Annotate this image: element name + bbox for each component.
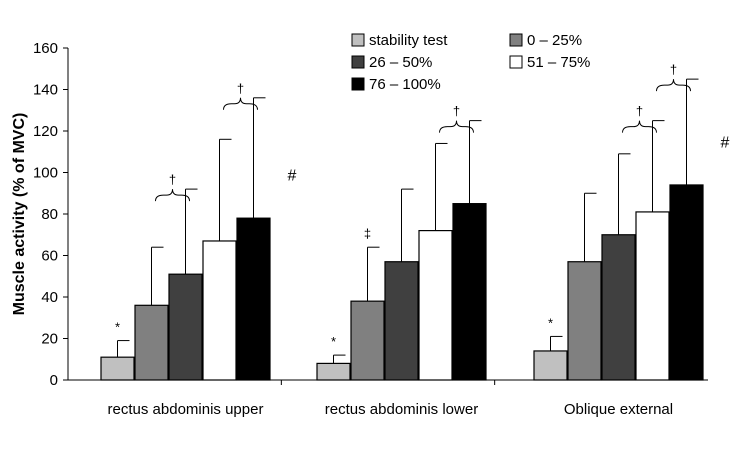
significance-marker: # — [288, 168, 297, 185]
bar — [202, 240, 237, 381]
y-tick-label: 100 — [33, 165, 58, 182]
y-axis-label: Muscle activity (% of MVC) — [11, 113, 28, 316]
bar — [134, 304, 169, 381]
bar — [350, 300, 385, 381]
significance-bracket — [155, 189, 190, 202]
bar — [635, 211, 670, 381]
significance-marker: † — [237, 81, 244, 96]
y-tick-label: 60 — [41, 248, 58, 265]
significance-marker: * — [115, 320, 120, 335]
significance-bracket — [439, 120, 474, 133]
significance-marker: # — [721, 134, 730, 151]
bar — [601, 234, 636, 381]
axes: 0 20 40 60 80 100 120 140 160 rectus abdominis up… — [33, 40, 708, 418]
significance-marker: † — [169, 172, 176, 187]
legend-label: 26 – 50% — [369, 54, 432, 71]
y-tick-label: 20 — [41, 331, 58, 348]
legend-label: stability test — [369, 32, 448, 49]
significance-marker: ‡ — [364, 226, 371, 241]
significance-marker: * — [331, 334, 336, 349]
bar — [100, 356, 135, 381]
bar — [236, 217, 271, 381]
bars: * # * ‡ * # † † † † † — [100, 62, 730, 381]
legend-swatch — [351, 55, 365, 69]
bar — [533, 350, 568, 381]
bar — [168, 273, 203, 381]
bar — [669, 184, 704, 381]
significance-marker: * — [548, 315, 553, 330]
significance-bracket — [622, 120, 657, 133]
significance-marker: † — [453, 104, 460, 119]
category-label: rectus abdominis upper — [108, 401, 264, 418]
legend-swatch — [509, 33, 523, 47]
bar — [567, 261, 602, 381]
y-tick-label: 160 — [33, 40, 58, 57]
significance-bracket — [656, 79, 691, 92]
legend: stability test 0 – 25% 26 – 50% 51 – 75% 76 … — [351, 32, 590, 93]
significance-bracket — [223, 97, 258, 110]
significance-marker: † — [670, 62, 677, 77]
bar — [316, 362, 351, 381]
y-tick-label: 120 — [33, 123, 58, 140]
bar — [418, 230, 453, 381]
legend-label: 51 – 75% — [527, 54, 590, 71]
legend-label: 76 – 100% — [369, 76, 441, 93]
legend-swatch — [351, 33, 365, 47]
legend-label: 0 – 25% — [527, 32, 582, 49]
significance-marker: † — [636, 104, 643, 119]
y-tick-label: 80 — [41, 206, 58, 223]
category-label: Oblique external — [564, 401, 673, 418]
bar — [452, 203, 487, 381]
category-label: rectus abdominis lower — [325, 401, 478, 418]
y-tick-label: 0 — [50, 372, 58, 389]
y-tick-label: 40 — [41, 289, 58, 306]
y-tick-label: 140 — [33, 82, 58, 99]
bar — [384, 261, 419, 381]
legend-swatch — [351, 77, 365, 91]
legend-swatch — [509, 55, 523, 69]
